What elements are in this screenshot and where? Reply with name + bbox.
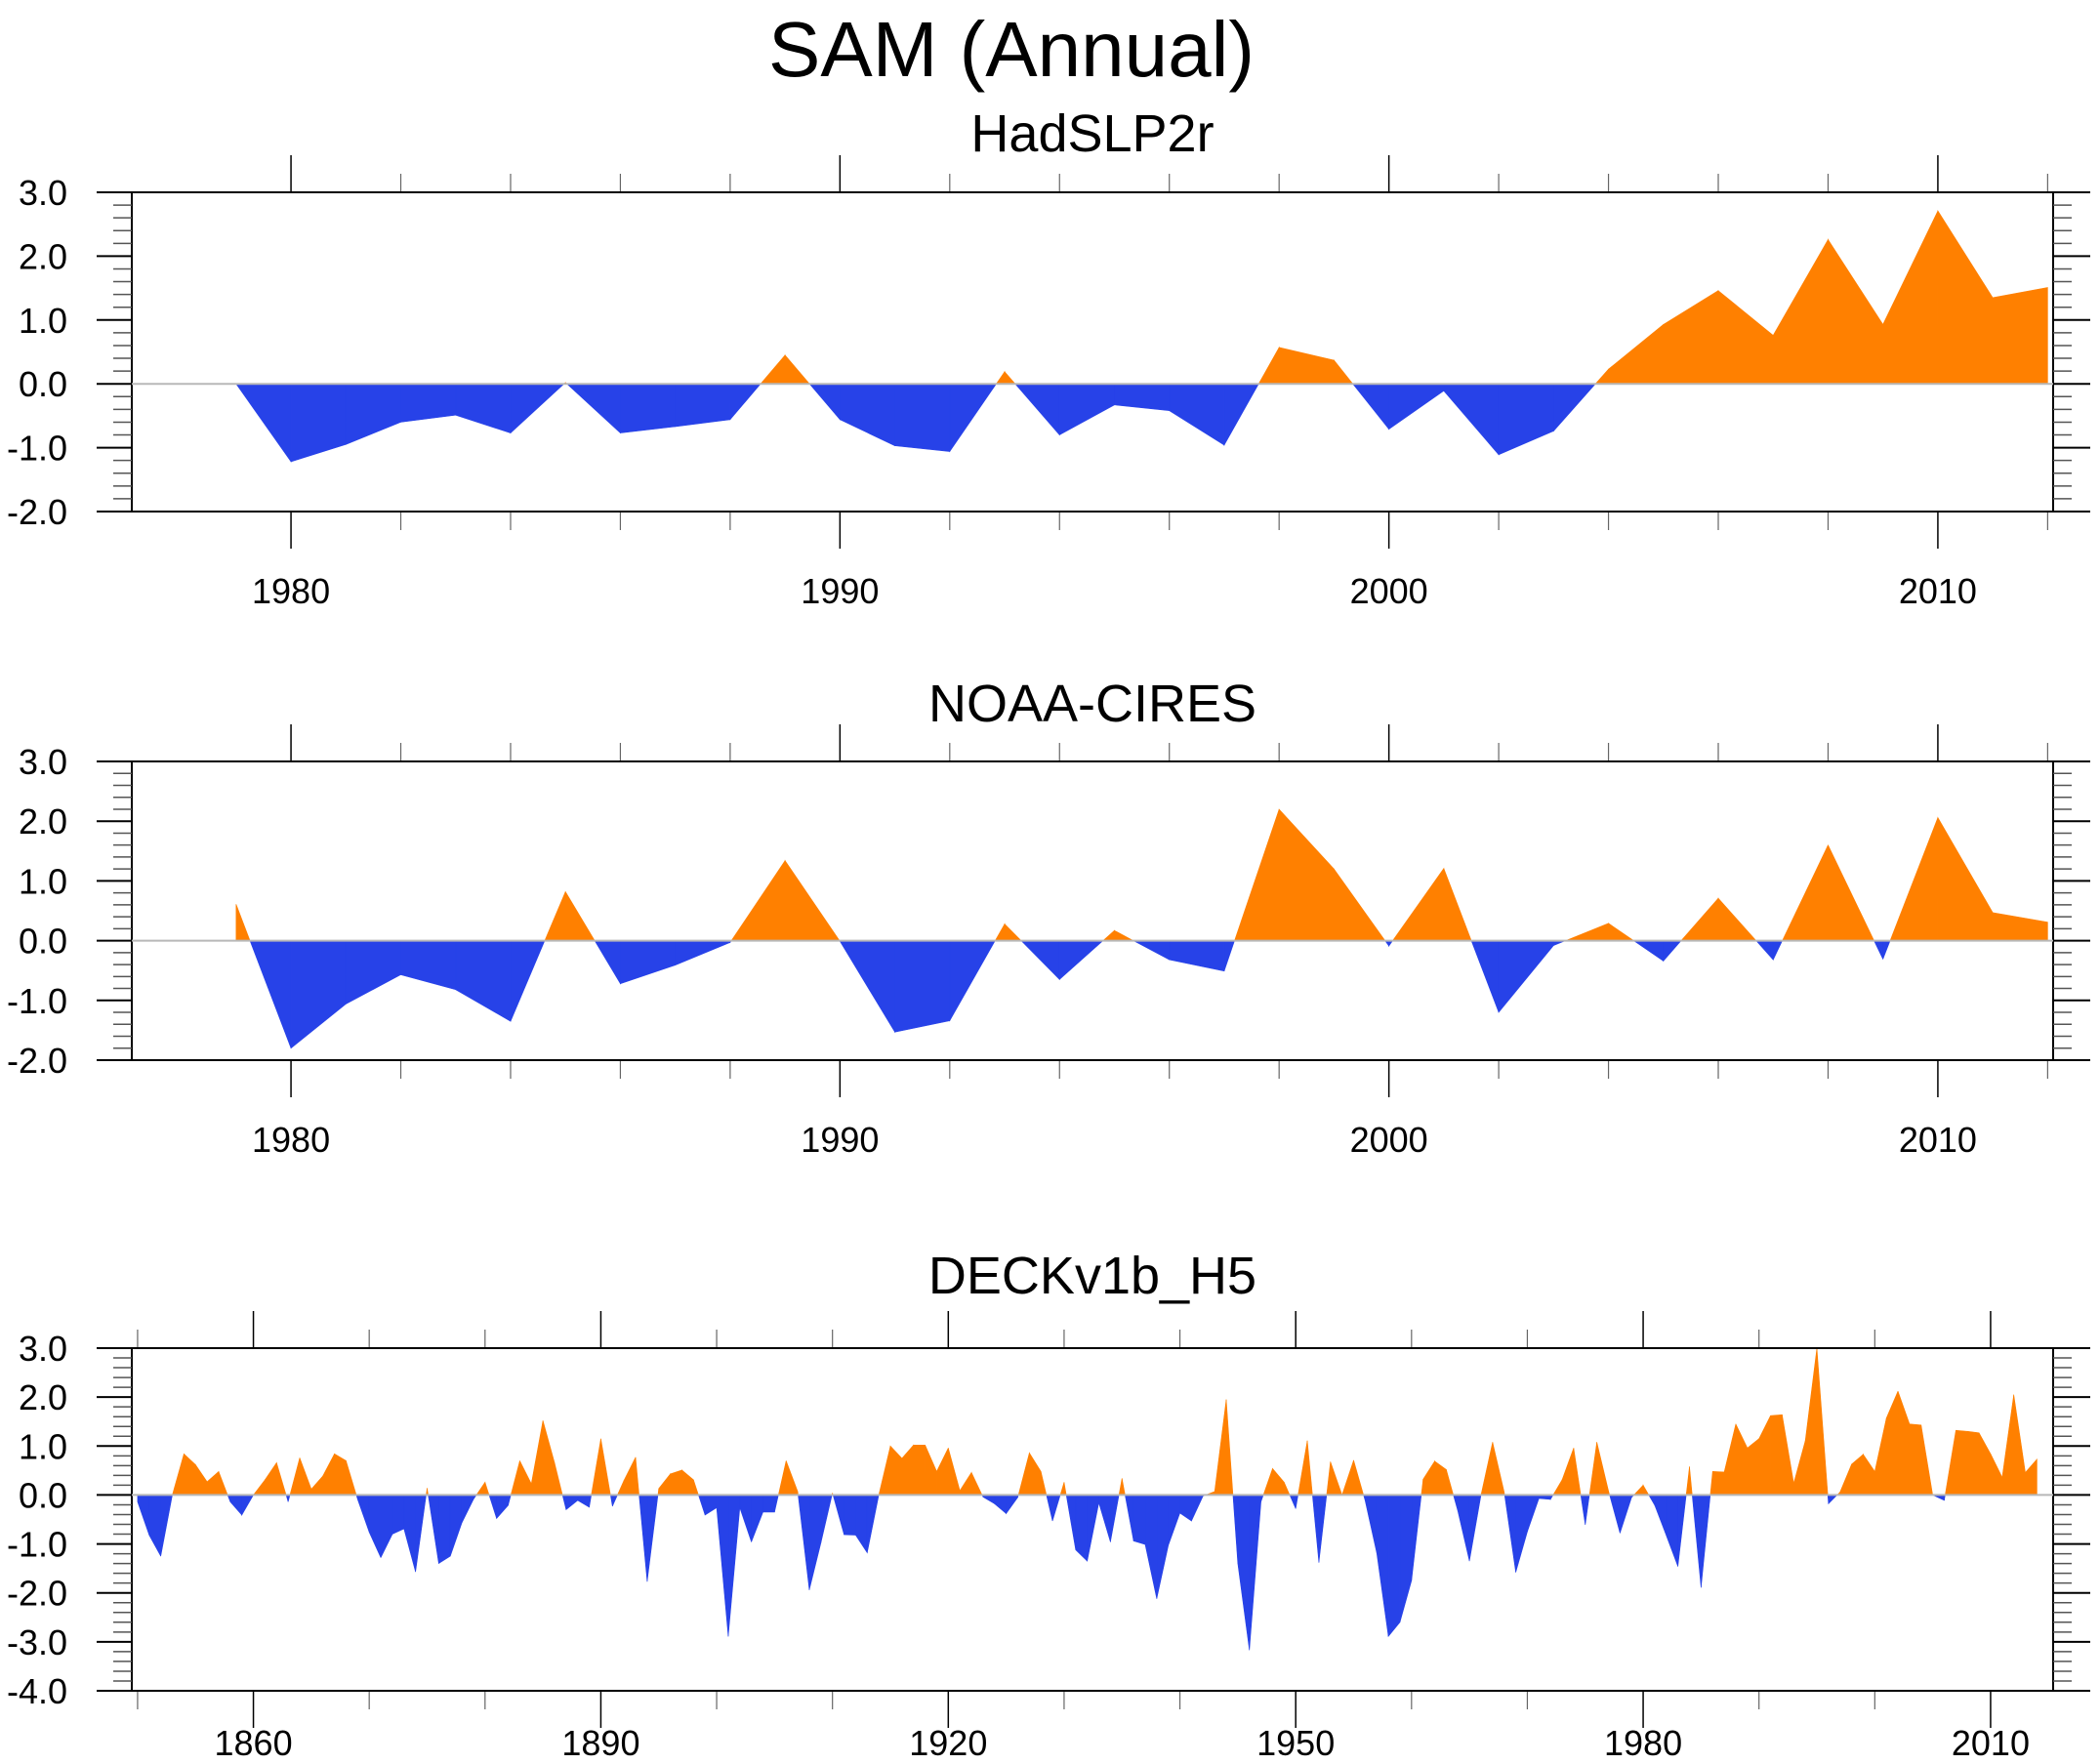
x-tick-label: 2000 <box>1350 571 1428 611</box>
negative-area-segment <box>1387 1495 1401 1638</box>
y-tick-label: 2.0 <box>19 236 67 276</box>
y-tick-label: -1.0 <box>7 429 67 469</box>
positive-area-segment <box>1909 1423 1922 1496</box>
y-tick-label: 0.0 <box>19 1475 67 1515</box>
y-tick-label: 2.0 <box>19 801 67 841</box>
positive-area-segment <box>1770 1414 1783 1496</box>
positive-area-segment <box>1711 1471 1725 1496</box>
positive-area-segment <box>334 1453 347 1496</box>
negative-area-segment <box>391 1495 405 1536</box>
positive-area-segment <box>1956 1429 1968 1496</box>
plot-frame <box>131 760 2054 1061</box>
negative-area-segment <box>400 383 457 423</box>
chart-panel-2: NOAA-CIRES 3.0 2.0 1.0 0.0 -1.0 -2.0 1980 1990 20… <box>7 675 2090 1160</box>
x-tick-label: 1860 <box>215 1723 293 1763</box>
negative-area-segment <box>894 383 951 452</box>
y-tick-label: -2.0 <box>7 1574 67 1614</box>
panel-title: DECKv1b_H5 <box>928 1247 1256 1305</box>
negative-area-segment <box>620 383 676 433</box>
negative-area-segment <box>762 1495 775 1513</box>
y-tick-label: 1.0 <box>19 1426 67 1466</box>
x-tick-label: 1980 <box>252 571 330 611</box>
x-tick-label: 1990 <box>801 1120 879 1160</box>
y-tick-label: -1.0 <box>7 1525 67 1565</box>
x-tick-label: 1950 <box>1256 1723 1335 1763</box>
y-tick-label: 1.0 <box>19 301 67 341</box>
x-tick-label: 2010 <box>1952 1723 2030 1763</box>
x-tick-label: 2010 <box>1899 571 1977 611</box>
x-tick-label: 2000 <box>1350 1120 1428 1160</box>
negative-area-segment <box>894 940 951 1033</box>
negative-area-segment <box>675 383 731 428</box>
y-tick-label: 0.0 <box>19 364 67 404</box>
y-tick-label: -2.0 <box>7 1041 67 1081</box>
x-tick-label: 1990 <box>801 571 879 611</box>
chart-panel-1: HadSLP2r 3.0 2.0 1.0 0.0 -1.0 -2.0 1980 1990 2000… <box>7 104 2090 611</box>
y-tick-label: -2.0 <box>7 492 67 532</box>
y-tick-label: -1.0 <box>7 981 67 1021</box>
positive-area-segment <box>913 1444 926 1496</box>
positive-area-segment <box>1747 1438 1759 1496</box>
chart-panel-3: DECKv1b_H5 3.0 2.0 1.0 0.0 -1.0 -2.0 -3.0 -4.0 18… <box>7 1247 2090 1763</box>
y-tick-label: 3.0 <box>19 173 67 213</box>
x-tick-label: 1920 <box>909 1723 987 1763</box>
positive-area-segment <box>1992 287 2048 385</box>
figure-title: SAM (Annual) <box>768 6 1255 93</box>
y-tick-label: 0.0 <box>19 922 67 962</box>
y-tick-label: -3.0 <box>7 1622 67 1662</box>
negative-area-segment <box>1075 1495 1088 1562</box>
panel-title: HadSLP2r <box>970 104 1214 163</box>
positive-area-segment <box>1966 1430 1980 1496</box>
negative-area-segment <box>1132 1495 1146 1545</box>
panel-title: NOAA-CIRES <box>928 675 1256 733</box>
x-tick-label: 2010 <box>1899 1120 1977 1160</box>
y-tick-label: 3.0 <box>19 1329 67 1369</box>
x-tick-label: 1890 <box>561 1723 639 1763</box>
negative-area-segment <box>844 1495 856 1536</box>
negative-area-segment <box>438 1495 451 1565</box>
y-tick-label: 3.0 <box>19 742 67 782</box>
y-tick-label: -4.0 <box>7 1671 67 1711</box>
x-tick-label: 1980 <box>1604 1723 1682 1763</box>
y-tick-label: 2.0 <box>19 1377 67 1417</box>
x-tick-label: 1980 <box>252 1120 330 1160</box>
positive-area-segment <box>670 1469 682 1496</box>
y-tick-label: 1.0 <box>19 861 67 901</box>
